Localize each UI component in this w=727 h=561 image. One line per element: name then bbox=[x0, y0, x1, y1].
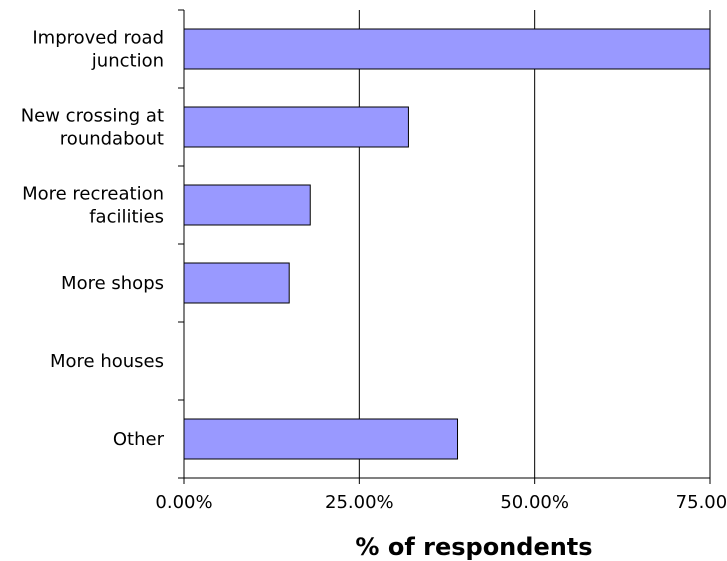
axes bbox=[178, 9, 711, 484]
category-label-2-line-0: More recreation bbox=[22, 184, 164, 205]
bar-1 bbox=[183, 106, 409, 148]
category-label-0: Improved road junction bbox=[32, 28, 164, 72]
x-tick-label-3: 75.00% bbox=[676, 492, 727, 513]
bars bbox=[183, 28, 711, 460]
category-label-0-line-1: junction bbox=[91, 51, 164, 72]
x-tick-labels: 0.00% 25.00% 50.00% 75.00% bbox=[155, 492, 727, 513]
bar-5 bbox=[183, 418, 459, 460]
category-label-4: More houses bbox=[50, 351, 164, 372]
category-labels: Improved road junction New crossing at roun… bbox=[21, 28, 165, 451]
x-axis-title: % of respondents bbox=[355, 533, 592, 561]
category-label-2: More recreation facilities bbox=[22, 184, 164, 228]
category-label-5: Other bbox=[113, 429, 165, 450]
bar-3 bbox=[183, 262, 290, 304]
bar-0 bbox=[183, 28, 711, 70]
gridlines bbox=[358, 10, 711, 478]
category-label-1-line-0: New crossing at bbox=[21, 106, 164, 127]
x-tick-label-0: 0.00% bbox=[155, 492, 212, 513]
category-label-3-line-0: More shops bbox=[61, 273, 164, 294]
category-label-4-line-0: More houses bbox=[50, 351, 164, 372]
x-tick-label-2: 50.00% bbox=[500, 492, 569, 513]
category-label-1-line-1: roundabout bbox=[60, 129, 164, 150]
category-label-1: New crossing at roundabout bbox=[21, 106, 164, 150]
x-tick-label-1: 25.00% bbox=[325, 492, 394, 513]
category-label-5-line-0: Other bbox=[113, 429, 165, 450]
bar-2 bbox=[183, 184, 311, 226]
category-label-0-line-0: Improved road bbox=[32, 28, 164, 49]
category-label-2-line-1: facilities bbox=[89, 207, 164, 228]
category-label-3: More shops bbox=[61, 273, 164, 294]
